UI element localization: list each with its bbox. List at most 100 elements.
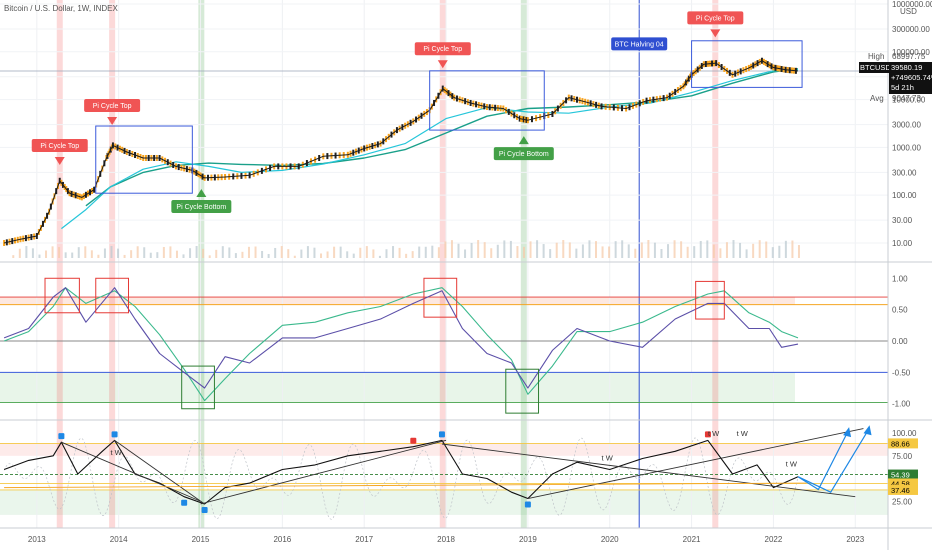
price-tick-label: 1000000.00 — [892, 0, 932, 9]
price-tick-label: 300.00 — [892, 168, 917, 177]
volume-bar — [136, 246, 139, 258]
volume-bar — [470, 242, 473, 258]
pi-cycle-top-band — [56, 0, 63, 528]
volume-bar — [156, 252, 159, 258]
rsi-stoch-line — [3, 437, 799, 520]
osc-tick-label: 1.00 — [892, 274, 908, 283]
rsi-trendline — [527, 428, 864, 499]
volume-bar — [509, 240, 512, 258]
volume-bar — [143, 247, 146, 258]
time-axis-label: 2021 — [683, 535, 701, 544]
rsi-level-tag-bg — [888, 438, 918, 449]
price-tick-label: 100000.00 — [892, 48, 930, 57]
bar-countdown: 5d 21h — [891, 83, 914, 92]
time-axis-label: 2020 — [601, 535, 619, 544]
volume-bar — [444, 241, 447, 258]
high-value: 68997.75 — [892, 52, 926, 61]
rsi-oversold-zone — [0, 489, 888, 515]
volume-bar — [667, 244, 670, 258]
rsi-trendline — [114, 439, 205, 505]
rsi-level-tag: 88.66 — [891, 439, 910, 448]
osc-main-line — [3, 287, 799, 389]
pi-cycle-bottom-band — [198, 0, 205, 528]
rsi-line — [3, 439, 799, 505]
pi-cycle-bottom-label: Pi Cycle Bottom — [499, 151, 549, 158]
osc-extreme-box — [423, 277, 458, 318]
volume-bar — [378, 255, 381, 258]
halving-label-bg — [611, 37, 668, 51]
volume-bar — [208, 255, 211, 258]
price-axis-unit: USD — [900, 7, 917, 16]
wave-label: t W — [786, 460, 798, 469]
volume-bar — [385, 249, 388, 258]
pi-cycle-bottom-band — [520, 0, 527, 528]
volume-bar — [686, 246, 689, 258]
time-axis-label: 2019 — [519, 535, 537, 544]
price-change: +749605.74% — [891, 73, 932, 82]
pi-cycle-top-label: Pi Cycle Top — [93, 103, 132, 110]
volume-bar — [693, 246, 696, 258]
volume-bar — [608, 246, 611, 258]
volume-bar — [601, 246, 604, 258]
volume-bar — [326, 251, 329, 258]
volume-bar — [588, 240, 591, 258]
pi-cycle-top-arrow — [107, 117, 118, 126]
volume-bar — [149, 252, 152, 258]
volume-bar — [653, 242, 656, 258]
pi-cycle-bottom-arrow — [518, 136, 529, 145]
pi-cycle-top-label: Pi Cycle Top — [696, 15, 735, 22]
pi-cycle-bottom-label-bg — [171, 199, 232, 213]
volume-bar — [614, 241, 617, 258]
volume-bar — [293, 255, 296, 258]
volume-bar — [392, 246, 395, 258]
volume-bar — [712, 244, 715, 258]
last-price: 39580.19 — [891, 63, 922, 72]
volume-bar — [267, 253, 270, 258]
wave-label: t W — [737, 429, 749, 438]
volume-bar — [562, 240, 565, 258]
volume-bar — [522, 246, 525, 258]
volume-bar — [130, 250, 133, 258]
rsi-tick-label: 75.00 — [892, 452, 913, 461]
volume-bar — [621, 240, 624, 258]
rsi-top-marker — [58, 433, 65, 440]
volume-bar — [97, 254, 100, 258]
volume-bar — [516, 246, 519, 258]
rsi-overbought-zone — [0, 443, 888, 456]
volume-bar — [398, 247, 401, 258]
volume-bar — [791, 240, 794, 258]
volume-bar — [287, 249, 290, 258]
volume-bar — [797, 245, 800, 258]
volume-bar — [424, 246, 427, 258]
price-candle — [3, 239, 6, 246]
volume-bar — [771, 247, 774, 258]
volume-bar — [640, 242, 643, 258]
rsi-bottom-marker — [524, 501, 531, 508]
volume-bar — [175, 250, 178, 258]
volume-bar — [117, 248, 120, 258]
pi-cycle-top-label-bg — [687, 11, 744, 25]
high-label: High — [868, 52, 884, 61]
volume-bar — [778, 245, 781, 258]
volume-bar — [18, 248, 21, 258]
volume-bar — [752, 243, 755, 258]
volume-bar — [699, 240, 702, 258]
volume-bar — [333, 246, 336, 258]
volume-bar — [202, 248, 205, 258]
osc-extreme-box — [695, 280, 725, 320]
pi-cycle-fast-ma — [61, 69, 799, 230]
volume-bar — [464, 249, 467, 258]
volume-bar — [784, 240, 787, 258]
pi-cycle-bottom-label-bg — [493, 147, 554, 161]
volume-bar — [503, 240, 506, 258]
pi-cycle-top-label: Pi Cycle Top — [423, 46, 462, 53]
volume-bar — [490, 248, 493, 258]
volume-bar — [77, 247, 80, 258]
volume-bar — [38, 254, 41, 258]
volume-bar — [647, 240, 650, 258]
volume-bar — [280, 246, 283, 258]
price-tick-label: 1000.00 — [892, 143, 921, 152]
volume-bar — [221, 246, 224, 258]
